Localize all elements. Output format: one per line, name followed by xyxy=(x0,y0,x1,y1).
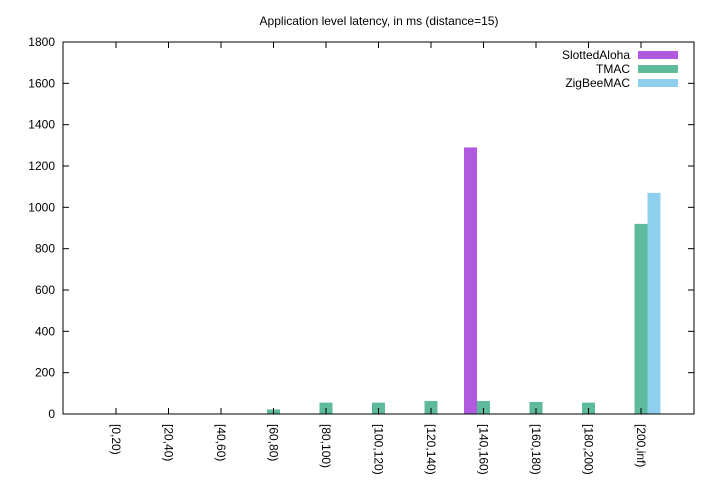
y-tick-label: 800 xyxy=(35,242,55,256)
x-tick-label: [20,40) xyxy=(162,424,176,461)
plot-frame xyxy=(62,41,695,415)
y-tick-label: 1800 xyxy=(28,35,55,49)
bar-zigbeemac-10 xyxy=(647,192,661,414)
y-tick-label: 1000 xyxy=(28,200,55,214)
x-tick-label: [180,200) xyxy=(582,424,596,475)
x-tick-label: [60,80) xyxy=(267,424,281,461)
y-tick-label: 400 xyxy=(35,324,55,338)
legend-swatch-tmac xyxy=(638,65,678,73)
x-tick-label: [40,60) xyxy=(214,424,228,461)
x-axis-ticks: [0,20) [20,40) [40,60) [60,80) [80,100) [100,… xyxy=(109,42,648,475)
bar-tmac-6 xyxy=(424,400,438,414)
legend-label-zigbeemac: ZigBeeMAC xyxy=(565,76,630,90)
x-tick-label: [100,120) xyxy=(372,424,386,475)
bar-slottedaloha-7 xyxy=(464,147,477,414)
legend-swatch-zigbeemac xyxy=(638,79,678,87)
legend-swatch-slottedaloha xyxy=(638,51,678,59)
x-tick-label: [80,100) xyxy=(319,424,333,468)
y-tick-label: 1200 xyxy=(28,159,55,173)
y-tick-label: 1400 xyxy=(28,118,55,132)
x-tick-label: [120,140) xyxy=(424,424,438,475)
bars-group xyxy=(267,147,661,414)
y-tick-label: 200 xyxy=(35,366,55,380)
bar-tmac-7 xyxy=(477,400,490,414)
legend-label-tmac: TMAC xyxy=(596,62,630,76)
chart-title: Application level latency, in ms (distan… xyxy=(260,14,499,28)
y-axis-ticks: 0 200 400 600 800 1000 1200 1400 1600 1800 xyxy=(28,35,694,421)
bar-tmac-10 xyxy=(634,223,648,414)
x-tick-label: [140,160) xyxy=(477,424,491,475)
x-tick-label: [160,180) xyxy=(529,424,543,475)
y-tick-label: 0 xyxy=(48,407,55,421)
y-tick-label: 1600 xyxy=(28,76,55,90)
x-tick-label: [0,20) xyxy=(109,424,123,455)
legend-label-slottedaloha: SlottedAloha xyxy=(562,48,630,62)
y-tick-label: 600 xyxy=(35,283,55,297)
x-tick-label: [200,inf) xyxy=(634,424,648,467)
